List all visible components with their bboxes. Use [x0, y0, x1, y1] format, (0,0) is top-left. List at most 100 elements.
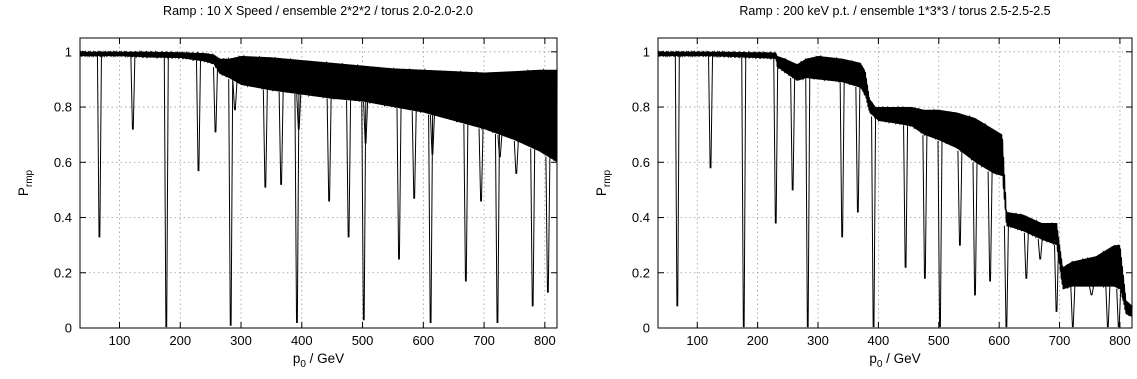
y-tick-label: 0.2	[54, 265, 72, 280]
resonance-dip	[957, 150, 963, 246]
resonance-dip	[363, 102, 369, 144]
resonance-dip	[741, 57, 747, 328]
x-tick-label: 700	[1049, 333, 1071, 348]
x-tick-label: 500	[352, 333, 374, 348]
x-tick-label: 200	[169, 333, 191, 348]
resonance-dip	[1116, 288, 1122, 328]
resonance-dip	[463, 124, 469, 282]
resonance-dip	[130, 56, 136, 130]
chart-title: Ramp : 10 X Speed / ensemble 2*2*2 / tor…	[163, 4, 473, 18]
y-tick-label: 0.4	[632, 210, 650, 225]
x-tick-label: 500	[928, 333, 950, 348]
x-axis-label-sub: 0	[300, 359, 306, 370]
resonance-dip	[326, 98, 332, 202]
y-axis-label-sub: rmp	[602, 169, 613, 187]
resonance-dip	[1037, 239, 1043, 260]
resonance-dip	[545, 156, 551, 293]
x-tick-label: 800	[1109, 333, 1131, 348]
resonance-dip	[1003, 225, 1009, 328]
plot-frame	[657, 37, 1133, 329]
y-tick-label: 0.6	[54, 155, 72, 170]
resonance-dip	[411, 110, 417, 199]
resonance-dip	[922, 135, 928, 279]
resonance-dip	[855, 86, 861, 213]
resonance-dip	[903, 125, 909, 268]
resonance-dip	[987, 171, 993, 282]
x-axis-label: p0 / GeV	[293, 351, 344, 370]
resonance-dip	[213, 67, 218, 133]
resonance-dip	[346, 100, 352, 238]
x-axis-label: p0 / GeV	[869, 351, 920, 370]
resonance-dip	[163, 57, 169, 328]
y-tick-label: 1	[65, 44, 72, 59]
resonance-dip	[478, 128, 484, 202]
resonance-dip	[262, 89, 268, 188]
x-tick-label: 400	[291, 333, 313, 348]
y-tick-label: 0	[65, 321, 72, 336]
polarization-trace	[79, 49, 558, 162]
resonance-dip	[361, 101, 367, 321]
x-axis-label-base: p	[869, 351, 877, 366]
resonance-dip	[296, 94, 302, 130]
y-axis-label-sub: rmp	[24, 169, 35, 187]
resonance-dip	[232, 81, 238, 111]
x-tick-label: 800	[534, 333, 556, 348]
resonance-dip	[294, 93, 300, 323]
resonance-dip	[396, 108, 402, 260]
resonance-dip	[96, 55, 102, 238]
resonance-dip	[428, 114, 434, 323]
x-tick-label: 600	[412, 333, 434, 348]
x-tick-label: 200	[747, 333, 769, 348]
resonance-dip	[494, 133, 500, 323]
resonance-dip	[937, 140, 943, 328]
x-tick-label: 600	[988, 333, 1010, 348]
x-tick-label: 300	[230, 333, 252, 348]
y-axis-label-base: P	[594, 187, 609, 196]
resonance-dip	[513, 140, 519, 174]
plot-frame	[79, 37, 558, 329]
y-tick-label: 0.8	[54, 100, 72, 115]
y-axis-label: Prmp	[16, 169, 35, 196]
resonance-dip	[278, 91, 284, 185]
x-tick-label: 300	[807, 333, 829, 348]
x-tick-label: 700	[473, 333, 495, 348]
resonance-dip	[790, 77, 796, 191]
resonance-dip	[805, 78, 811, 328]
resonance-dip	[1054, 245, 1060, 312]
y-tick-label: 0	[643, 321, 650, 336]
resonance-dip	[1023, 232, 1029, 279]
x-tick-label: 400	[868, 333, 890, 348]
y-tick-label: 0.4	[54, 210, 72, 225]
y-tick-label: 0.2	[632, 265, 650, 280]
resonance-dip	[871, 116, 877, 328]
y-tick-label: 0.8	[632, 100, 650, 115]
x-axis-label-sub: 0	[877, 359, 883, 370]
resonance-dip	[530, 148, 536, 307]
x-tick-label: 100	[109, 333, 131, 348]
resonance-dip	[1089, 286, 1095, 296]
resonance-dip	[708, 55, 714, 169]
resonance-dip	[1105, 286, 1111, 328]
chart-title: Ramp : 200 keV p.t. / ensemble 1*3*3 / t…	[739, 4, 1050, 18]
chart-panel-left: Ramp : 10 X Speed / ensemble 2*2*2 / tor…	[16, 4, 558, 370]
polarization-trace	[657, 49, 1133, 317]
x-axis-label-unit: / GeV	[882, 351, 920, 366]
x-axis-label-base: p	[293, 351, 301, 366]
resonance-dip	[429, 115, 435, 155]
resonance-dip	[1070, 286, 1076, 328]
x-tick-label: 100	[686, 333, 708, 348]
resonance-dip	[972, 162, 978, 296]
resonance-dip	[497, 134, 503, 158]
y-axis-label-base: P	[16, 187, 31, 196]
x-axis-label-unit: / GeV	[306, 351, 344, 366]
resonance-dip	[839, 82, 845, 238]
resonance-dip	[228, 79, 234, 326]
resonance-dip	[674, 55, 680, 307]
y-axis-label: Prmp	[594, 169, 613, 196]
chart-panel-right: Ramp : 200 keV p.t. / ensemble 1*3*3 / t…	[594, 4, 1133, 370]
resonance-dip	[195, 60, 201, 172]
y-tick-label: 0.6	[632, 155, 650, 170]
resonance-dip	[773, 58, 779, 224]
y-tick-label: 1	[643, 44, 650, 59]
